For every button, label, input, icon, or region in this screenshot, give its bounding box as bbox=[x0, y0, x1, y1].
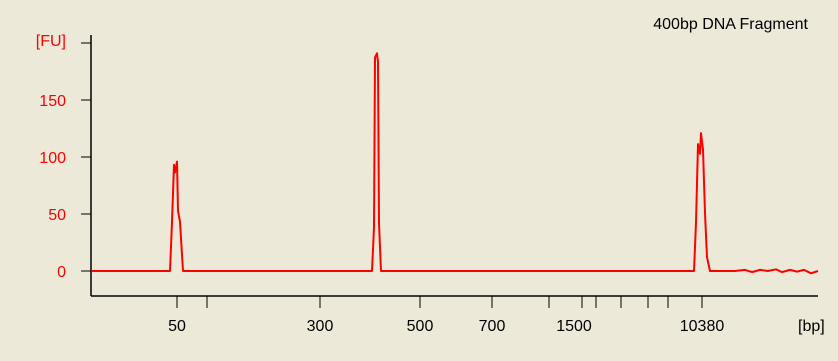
x-axis-label: [bp] bbox=[798, 318, 825, 335]
y-tick-label-100: 100 bbox=[39, 150, 66, 167]
series-line bbox=[92, 52, 819, 275]
y-tick-label-0: 0 bbox=[57, 264, 66, 281]
x-tick-label-50: 50 bbox=[168, 318, 186, 335]
y-tick-label-150: 150 bbox=[39, 93, 66, 110]
x-tick-label-300: 300 bbox=[307, 318, 334, 335]
x-tick-label-10380: 10380 bbox=[680, 318, 725, 335]
x-tick-label-1500: 1500 bbox=[556, 318, 592, 335]
y-axis-label: [FU] bbox=[36, 33, 66, 50]
y-tick-label-50: 50 bbox=[48, 207, 66, 224]
x-tick-label-500: 500 bbox=[407, 318, 434, 335]
x-tick-label-700: 700 bbox=[479, 318, 506, 335]
chart-title: 400bp DNA Fragment bbox=[653, 16, 808, 33]
